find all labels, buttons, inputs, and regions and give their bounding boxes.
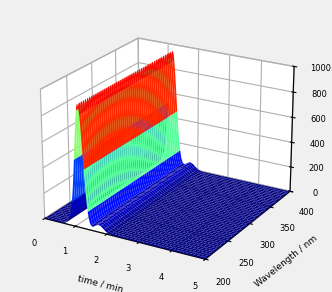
Y-axis label: Wavelength / nm: Wavelength / nm: [253, 233, 319, 288]
X-axis label: time / min: time / min: [77, 274, 124, 292]
